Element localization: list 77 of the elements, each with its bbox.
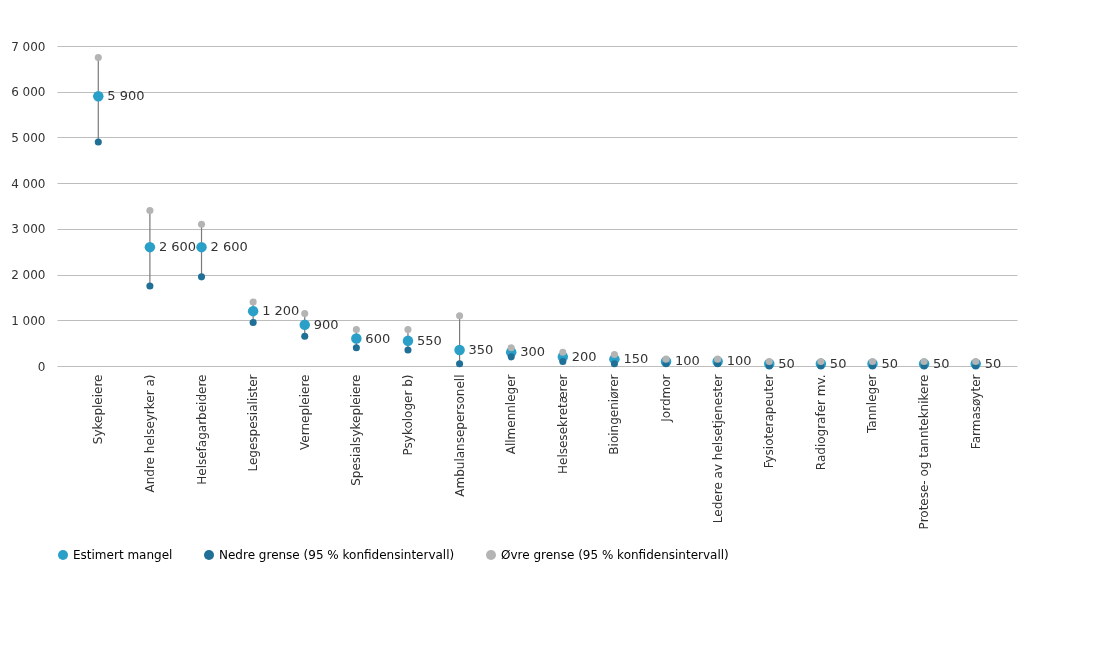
point	[559, 348, 567, 356]
data-label: 100	[726, 353, 752, 369]
y-tick-label: 1 000	[11, 313, 46, 328]
x-tick-label: Sykepleiere	[91, 374, 106, 445]
point	[351, 333, 362, 344]
data-label: 200	[571, 348, 597, 364]
data-label: 100	[675, 353, 700, 369]
point	[610, 360, 618, 368]
point	[146, 207, 154, 215]
x-tick-label: Allmennleger	[504, 374, 519, 455]
y-tick-label: 3 000	[11, 222, 46, 237]
x-tick-label: Farmasøyter	[968, 374, 983, 450]
x-tick-label: Helsesekretærer	[555, 374, 570, 474]
point	[301, 309, 309, 317]
x-tick-label: Bioingeniører	[607, 374, 622, 455]
y-tick-label: 6 000	[11, 85, 46, 100]
x-tick-label: Helsefagarbeidere	[194, 374, 209, 485]
y-tick-label: 5 000	[11, 130, 46, 145]
data-label: 600	[365, 330, 391, 346]
y-tick-label: 4 000	[11, 176, 46, 191]
y-tick-label: 2 000	[11, 268, 46, 283]
x-tick-label: Jordmor	[659, 374, 674, 423]
point	[249, 319, 257, 327]
point	[144, 241, 156, 253]
point	[197, 273, 206, 281]
data-label: 50	[933, 355, 950, 371]
point	[301, 332, 309, 340]
x-tick-label: Andre helseyrker a)	[142, 374, 157, 493]
point	[299, 319, 310, 331]
data-label: 50	[881, 355, 899, 371]
point	[456, 360, 464, 368]
point	[402, 335, 414, 347]
x-tick-label: Vernepleiere	[297, 374, 312, 450]
x-tick-label: Spesialsykepleiere	[349, 374, 364, 486]
point	[196, 241, 207, 253]
point	[507, 353, 515, 361]
legend-label: Nedre grense (95 % konfidensintervall)	[219, 548, 455, 562]
data-label: 350	[468, 342, 494, 357]
data-label: 300	[520, 344, 546, 360]
point	[94, 138, 102, 146]
point	[249, 298, 257, 306]
x-tick-label: Legespesialister	[246, 374, 261, 472]
data-label: 50	[778, 355, 795, 371]
y-tick-label: 0	[37, 359, 46, 374]
point	[247, 305, 259, 317]
x-tick-label: Psykologer b)	[400, 374, 415, 456]
point	[507, 344, 515, 352]
x-tick-label: Ledere av helsetjenester	[710, 374, 725, 524]
x-tick-label: Fysioterapeuter	[762, 374, 777, 469]
data-label: 550	[416, 332, 442, 348]
point	[352, 344, 360, 352]
legend-label: Øvre grense (95 % konfidensintervall)	[501, 548, 729, 562]
point	[93, 91, 104, 102]
x-tick-label: Radiografer mv.	[813, 374, 828, 471]
point	[454, 344, 465, 356]
data-label: 900	[313, 316, 339, 332]
x-tick-label: Tannleger	[865, 374, 880, 435]
point	[610, 351, 618, 359]
point	[94, 53, 102, 61]
legend-label: Estimert mangel	[73, 548, 173, 562]
point	[559, 357, 567, 365]
point	[456, 312, 464, 320]
data-label: 150	[623, 351, 649, 367]
data-label: 2 600	[210, 239, 248, 255]
point	[404, 325, 412, 333]
data-label: 50	[829, 355, 847, 371]
data-label: 1 200	[262, 303, 300, 319]
data-label: 2 600	[158, 239, 197, 255]
point	[404, 346, 412, 354]
x-tick-label: Ambulansepersonell	[452, 374, 467, 497]
data-label: 5 900	[107, 88, 145, 104]
x-tick-label: Protese- og tannteknikere	[917, 374, 932, 530]
data-label: 50	[984, 355, 1002, 371]
y-tick-label: 7 000	[11, 39, 46, 54]
point	[352, 325, 360, 333]
point	[146, 282, 154, 290]
point	[197, 220, 206, 228]
